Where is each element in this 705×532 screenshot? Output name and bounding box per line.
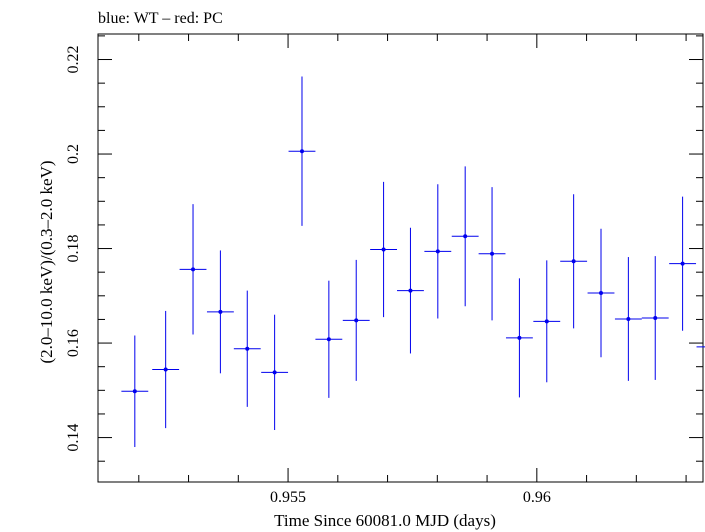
data-point [560,194,588,329]
x-tick-label: 0.96 [523,489,551,506]
point-marker [272,370,277,375]
data-point [641,256,669,380]
data-point [206,250,234,374]
point-marker [544,319,549,324]
data-points [121,76,705,448]
x-tick-label: 0.955 [270,489,306,506]
point-marker [599,290,604,295]
y-tick-label: 0.14 [65,424,82,452]
x-axis-label: Time Since 60081.0 MJD (days) [274,511,496,530]
y-tick-label: 0.2 [65,144,82,164]
data-point [288,76,316,226]
point-marker [517,335,522,340]
data-point [478,187,506,321]
data-point [533,260,561,383]
point-marker [299,149,304,154]
data-point [121,335,149,448]
point-marker [218,309,223,314]
point-marker [490,251,495,256]
point-marker [653,316,658,321]
point-marker [435,249,440,254]
y-axis-label: (2.0–10.0 keV)/(0.3–2.0 keV) [37,160,56,363]
data-point [696,346,705,348]
data-point [179,204,207,335]
data-point [614,257,642,381]
data-point [397,227,424,354]
tick-labels: 0.955 0.96 0.14 0.16 0.18 0.2 0.22 [65,46,551,506]
point-marker [163,367,168,372]
point-marker [680,261,685,266]
data-point [669,196,697,331]
data-point [505,278,533,398]
y-tick-label: 0.16 [65,329,82,357]
data-point [587,228,615,358]
data-point [451,166,479,307]
axis-ticks [98,34,703,482]
point-marker [463,234,468,239]
data-point [152,310,180,429]
point-marker [626,316,631,321]
data-point [233,290,261,407]
point-marker [132,389,137,394]
data-point [261,314,289,431]
point-marker [408,288,413,293]
point-marker [326,337,331,342]
chart-title: blue: WT – red: PC [98,10,223,27]
y-tick-label: 0.18 [65,235,82,263]
point-marker [381,247,386,252]
point-marker [245,346,250,351]
data-point [342,259,370,381]
point-marker [354,318,359,323]
point-marker [191,267,196,272]
plot-frame [97,33,704,483]
data-point [370,181,398,318]
data-point [315,280,343,398]
y-tick-label: 0.22 [65,46,82,74]
data-point [424,184,452,319]
point-marker [571,259,576,264]
